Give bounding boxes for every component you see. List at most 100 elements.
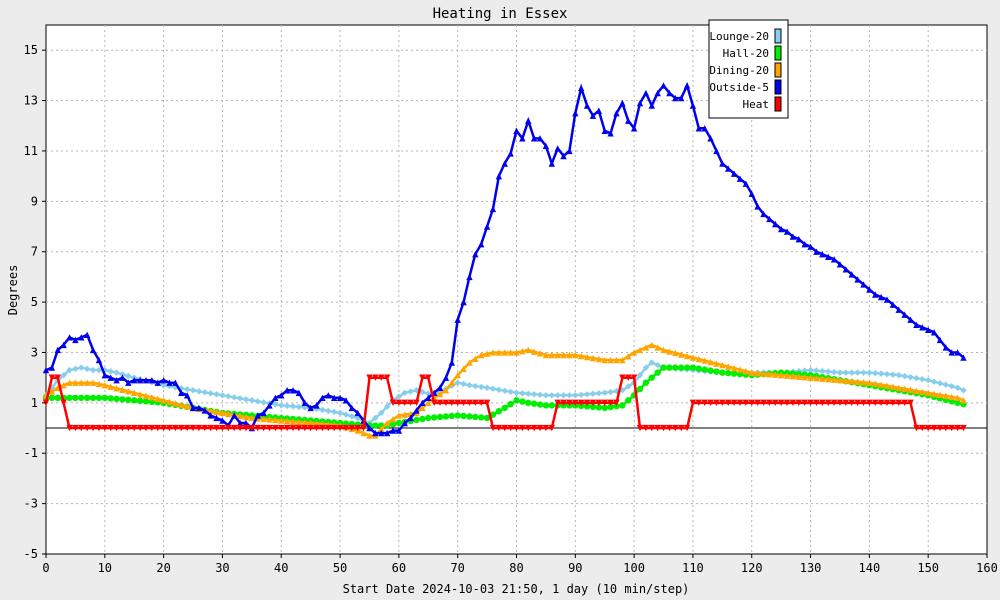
data-point-dining-20 — [672, 349, 679, 357]
y-tick-label: 13 — [24, 94, 38, 108]
data-point-hall-20 — [677, 364, 685, 371]
data-point-outside-5 — [501, 160, 508, 167]
data-point-dining-20 — [113, 385, 120, 392]
data-point-heat — [378, 374, 385, 381]
data-point-outside-5 — [660, 82, 667, 89]
data-point-heat — [425, 374, 432, 381]
data-point-heat — [642, 424, 650, 432]
data-point-dining-20 — [178, 401, 185, 409]
data-point-heat — [772, 399, 779, 407]
data-point-lounge-20 — [295, 403, 303, 411]
data-point-hall-20 — [466, 413, 473, 420]
data-point-outside-5 — [419, 399, 426, 407]
data-point-lounge-20 — [83, 365, 91, 373]
data-point-dining-20 — [513, 349, 520, 356]
data-point-lounge-20 — [636, 371, 644, 379]
data-point-lounge-20 — [66, 366, 73, 374]
data-point-outside-5 — [260, 409, 267, 417]
data-point-outside-5 — [713, 147, 720, 155]
data-point-dining-20 — [689, 354, 697, 361]
data-point-heat — [254, 424, 261, 432]
data-point-lounge-20 — [648, 359, 655, 366]
data-point-dining-20 — [360, 429, 367, 437]
data-point-heat — [454, 399, 461, 407]
data-point-dining-20 — [942, 392, 950, 400]
data-point-lounge-20 — [283, 402, 291, 410]
data-point-outside-5 — [760, 210, 767, 218]
data-point-dining-20 — [825, 375, 832, 383]
data-point-lounge-20 — [125, 372, 132, 380]
data-point-hall-20 — [519, 398, 526, 405]
data-point-lounge-20 — [248, 397, 256, 404]
data-point-hall-20 — [78, 394, 85, 402]
data-point-heat — [125, 424, 132, 432]
data-point-lounge-20 — [466, 382, 473, 389]
data-point-dining-20 — [401, 411, 408, 418]
data-point-dining-20 — [654, 344, 661, 351]
data-point-outside-5 — [89, 346, 97, 354]
x-tick-label: 100 — [623, 561, 645, 575]
data-point-outside-5 — [654, 89, 661, 97]
data-point-lounge-20 — [954, 384, 961, 391]
data-point-heat — [589, 399, 597, 407]
data-point-outside-5 — [783, 228, 791, 235]
data-point-lounge-20 — [830, 368, 838, 376]
data-point-heat — [107, 424, 114, 432]
data-point-heat — [419, 374, 426, 381]
data-point-heat — [530, 424, 538, 432]
data-point-hall-20 — [483, 414, 491, 422]
x-tick-label: 70 — [450, 561, 464, 575]
data-point-heat — [889, 399, 897, 407]
data-point-dining-20 — [924, 389, 932, 396]
data-point-heat — [101, 424, 109, 432]
data-point-heat — [407, 399, 414, 407]
data-point-dining-20 — [613, 356, 620, 364]
data-point-lounge-20 — [877, 370, 885, 377]
data-point-lounge-20 — [825, 368, 832, 375]
data-point-dining-20 — [278, 417, 285, 424]
legend-label: Outside-5 — [709, 81, 769, 94]
x-tick-label: 130 — [800, 561, 822, 575]
data-point-lounge-20 — [383, 403, 391, 410]
data-point-heat — [648, 424, 655, 432]
data-point-lounge-20 — [289, 403, 297, 410]
data-point-heat — [442, 399, 450, 407]
data-point-dining-20 — [78, 379, 85, 386]
data-point-heat — [754, 399, 761, 407]
data-point-heat — [436, 399, 444, 407]
data-point-hall-20 — [595, 404, 603, 411]
data-point-lounge-20 — [530, 391, 538, 398]
data-point-lounge-20 — [454, 379, 461, 386]
data-point-lounge-20 — [613, 387, 620, 395]
data-point-lounge-20 — [225, 393, 232, 400]
x-tick-label: 140 — [859, 561, 881, 575]
data-point-heat — [83, 424, 91, 432]
data-point-heat — [325, 424, 332, 432]
data-point-heat — [213, 424, 220, 432]
data-point-hall-20 — [119, 396, 126, 403]
data-point-hall-20 — [530, 400, 538, 407]
data-point-hall-20 — [430, 414, 438, 421]
data-point-dining-20 — [48, 388, 56, 395]
grid — [46, 25, 987, 554]
data-point-dining-20 — [466, 359, 473, 366]
data-point-heat — [348, 424, 356, 432]
data-point-heat — [366, 374, 373, 381]
data-point-lounge-20 — [348, 413, 356, 420]
data-point-heat — [601, 399, 608, 407]
data-point-dining-20 — [648, 341, 655, 349]
data-point-heat — [660, 424, 667, 432]
data-point-outside-5 — [872, 291, 879, 298]
data-point-heat — [89, 424, 97, 432]
data-point-lounge-20 — [95, 366, 103, 374]
data-point-heat — [607, 399, 614, 407]
data-point-heat — [319, 424, 326, 432]
data-point-heat — [619, 374, 626, 381]
data-point-hall-20 — [136, 397, 144, 405]
data-point-dining-20 — [289, 418, 297, 425]
data-point-outside-5 — [460, 298, 467, 306]
data-point-lounge-20 — [901, 372, 908, 380]
data-point-dining-20 — [172, 400, 179, 407]
data-point-lounge-20 — [860, 369, 867, 376]
data-point-outside-5 — [789, 233, 797, 240]
